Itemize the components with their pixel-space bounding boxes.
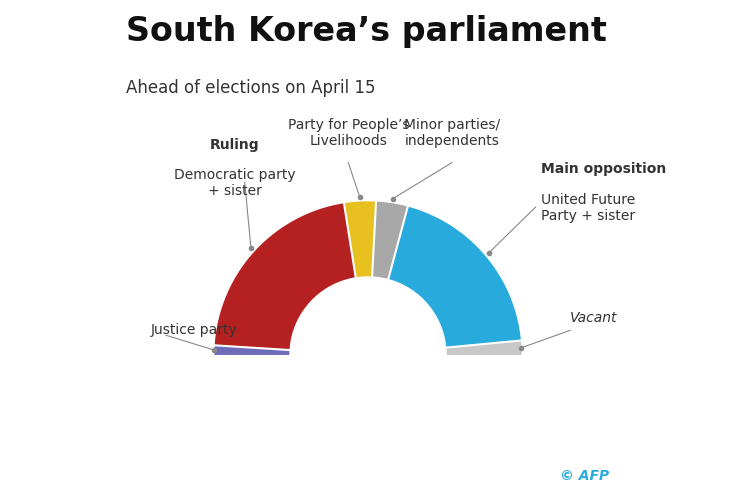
Text: Ahead of elections on April 15: Ahead of elections on April 15 (127, 79, 376, 97)
Polygon shape (446, 341, 522, 355)
Polygon shape (389, 207, 521, 348)
Text: © AFP: © AFP (560, 469, 609, 483)
Text: South Korea’s parliament: South Korea’s parliament (127, 15, 607, 48)
Text: United Future
Party + sister: United Future Party + sister (540, 176, 634, 223)
Text: Minor parties/
independents: Minor parties/ independents (404, 118, 500, 148)
Text: Justice party: Justice party (151, 323, 238, 337)
Polygon shape (214, 345, 289, 355)
Text: Democratic party
+ sister: Democratic party + sister (174, 152, 296, 198)
Text: Party for People’s
Livelihoods: Party for People’s Livelihoods (288, 118, 409, 148)
Text: Ruling: Ruling (210, 138, 260, 152)
Text: Vacant: Vacant (570, 312, 618, 325)
Text: Main opposition: Main opposition (540, 163, 666, 176)
Polygon shape (344, 201, 376, 277)
Polygon shape (372, 202, 408, 279)
Polygon shape (215, 203, 355, 350)
